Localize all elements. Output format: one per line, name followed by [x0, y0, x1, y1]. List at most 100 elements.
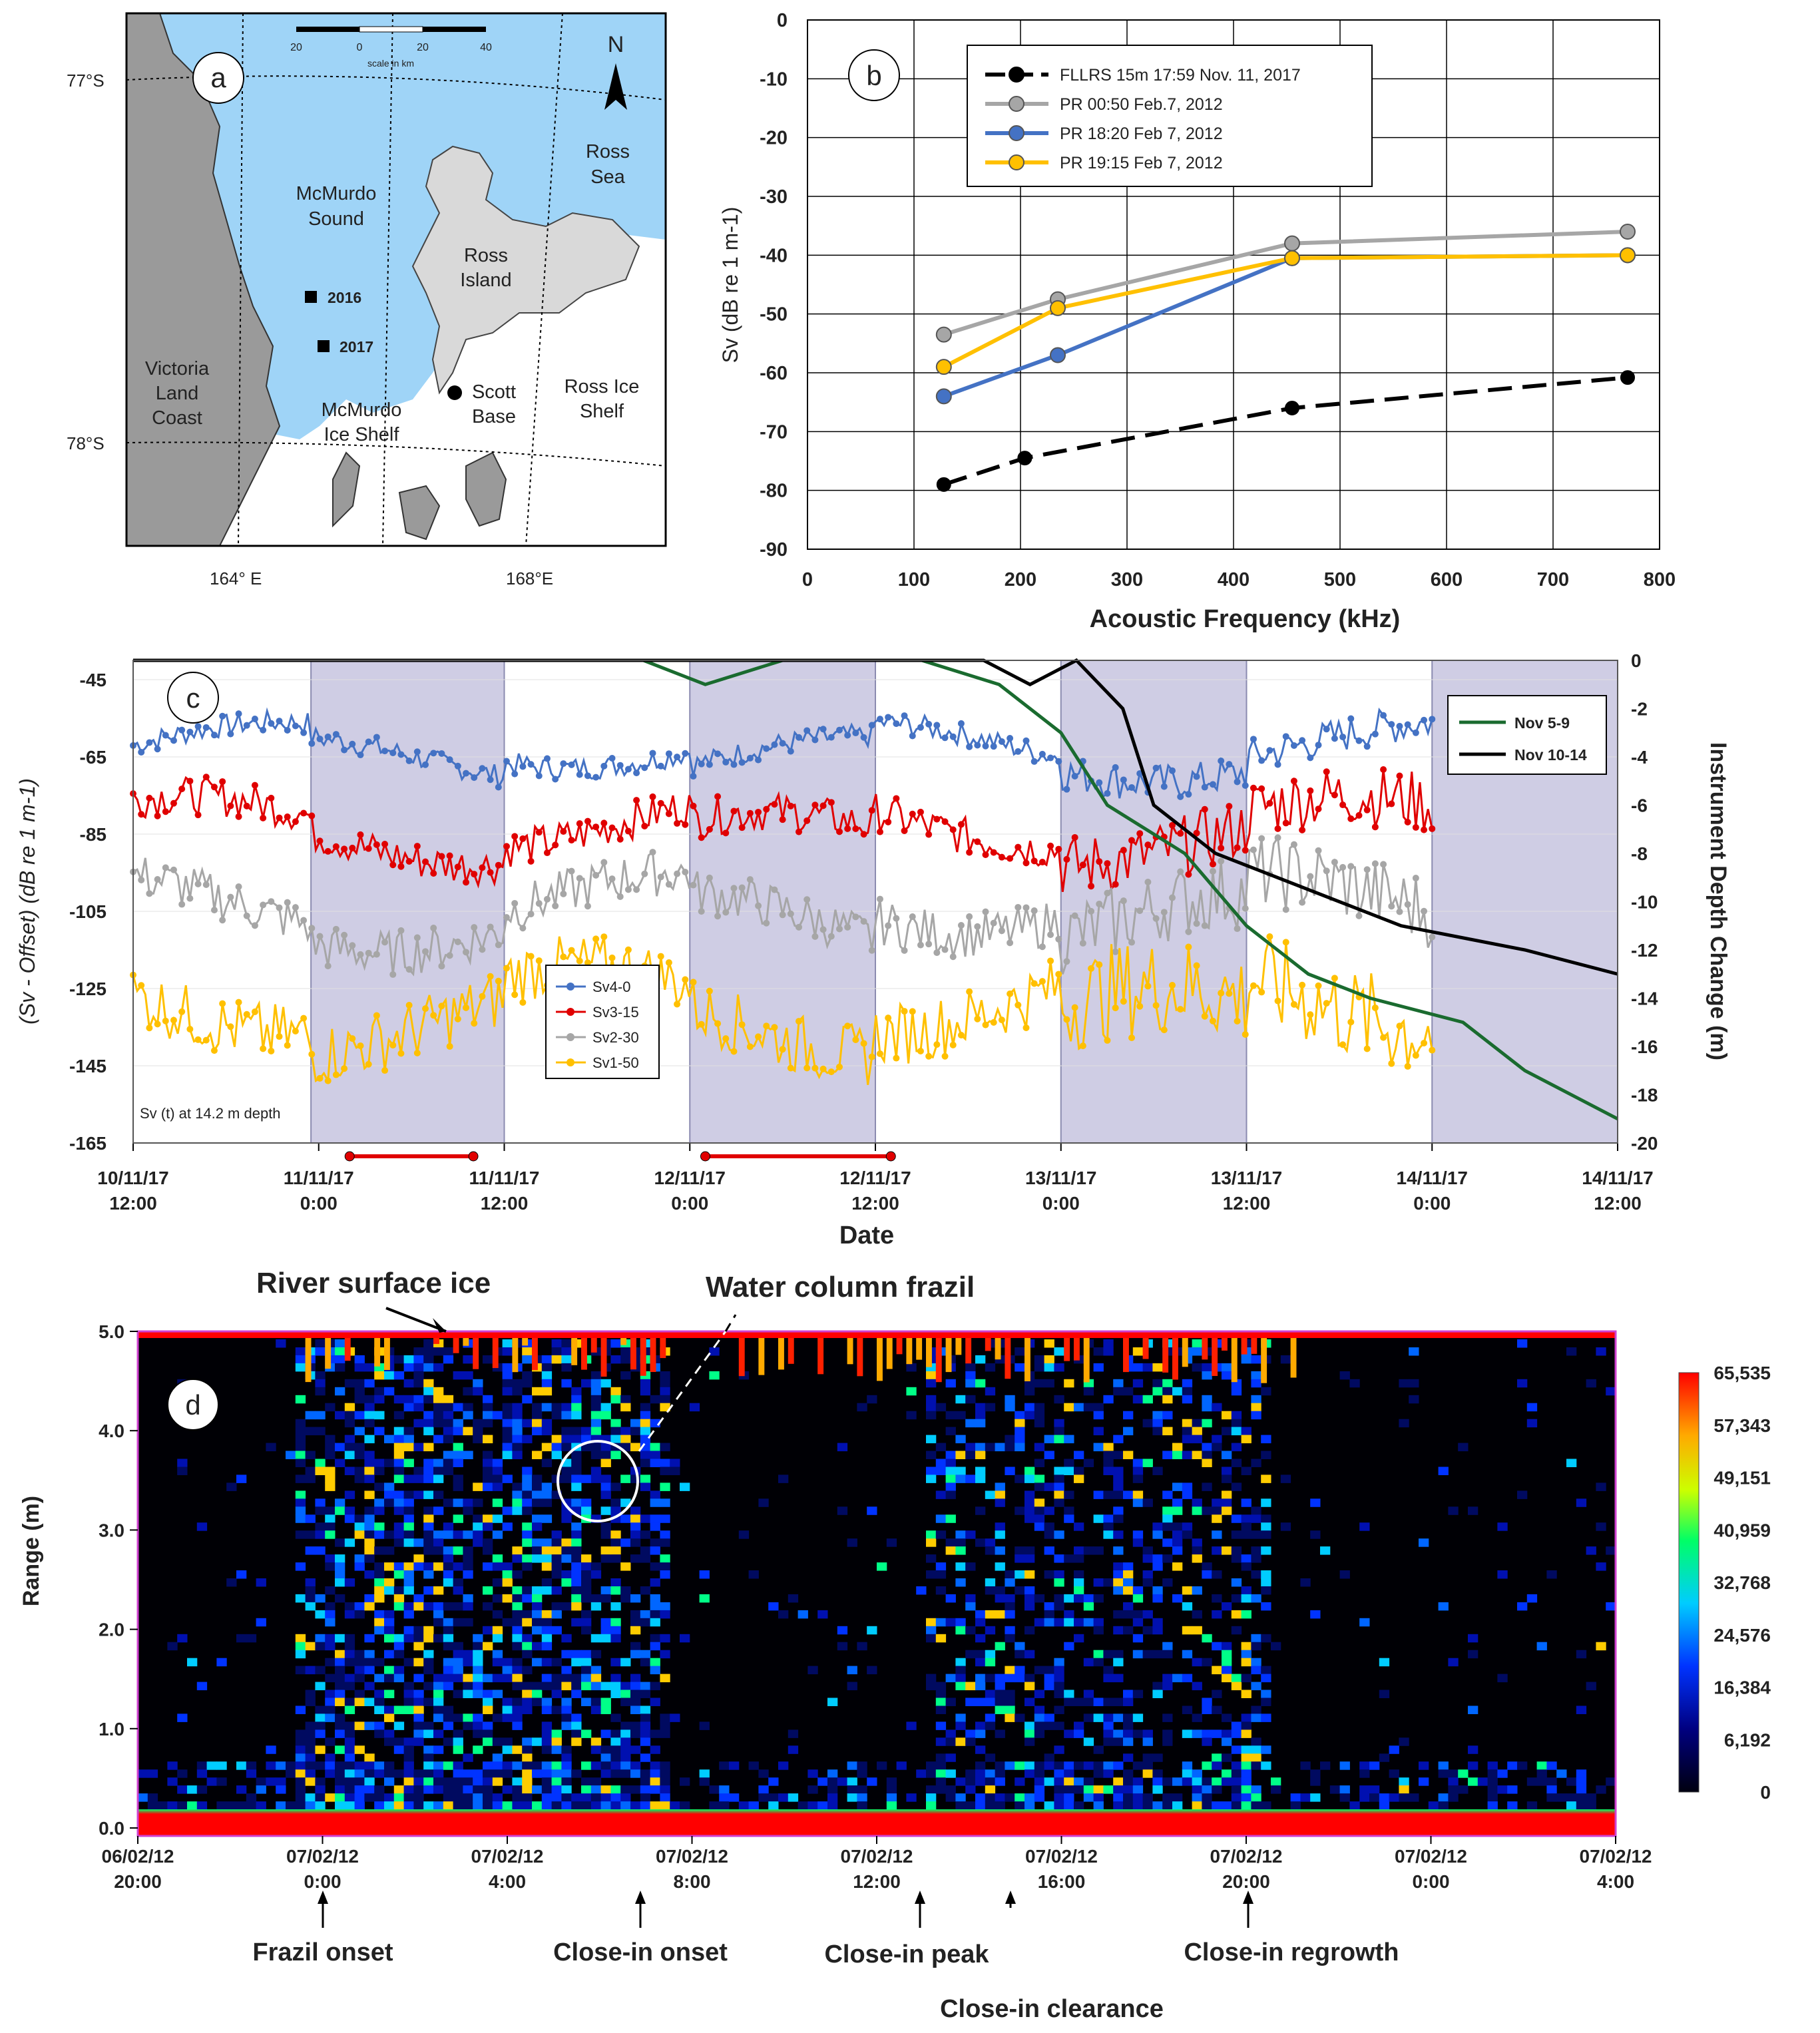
echogram-cell: [926, 1530, 937, 1539]
echogram-cell: [325, 1522, 336, 1531]
echogram-cell: [1074, 1467, 1084, 1475]
chart-c-sv-point: [998, 853, 1005, 861]
echogram-cell: [1132, 1474, 1144, 1483]
echogram-cell: [295, 1355, 306, 1364]
chart-c-sv-point: [779, 1046, 786, 1053]
echogram-cell: [1083, 1713, 1094, 1722]
echogram-cell: [551, 1443, 562, 1452]
echogram-cell: [256, 1785, 266, 1794]
chart-c-sv-point: [1347, 715, 1355, 722]
echogram-cell: [1034, 1690, 1045, 1698]
echogram-cell: [926, 1451, 937, 1459]
echogram-cell: [1113, 1379, 1124, 1388]
echogram-cell: [995, 1674, 1005, 1683]
chart-c-sv-point: [162, 732, 169, 739]
chart-c-sv-point: [657, 953, 664, 960]
echogram-cell: [561, 1538, 572, 1547]
echogram-cell: [620, 1514, 631, 1523]
echogram-cell: [1064, 1490, 1074, 1499]
echogram-cell: [1044, 1753, 1054, 1762]
echogram-cell: [827, 1777, 838, 1786]
echogram-cell: [1044, 1570, 1054, 1579]
echogram-cell: [699, 1594, 710, 1603]
chart-c-sv-point: [1120, 998, 1127, 1005]
echogram-cell: [1113, 1578, 1124, 1587]
echogram-cell: [1271, 1642, 1281, 1651]
echogram-cell: [403, 1490, 414, 1499]
echogram-cell: [630, 1650, 641, 1659]
echogram-cell: [935, 1403, 947, 1412]
echogram-cell: [571, 1650, 582, 1659]
echogram-cell: [423, 1697, 434, 1706]
echogram-surface-streak: [1261, 1337, 1267, 1383]
chart-c-sv-point: [568, 837, 575, 844]
echogram-cell: [532, 1514, 543, 1523]
echogram-cell: [453, 1729, 463, 1738]
echogram-cell: [1083, 1594, 1094, 1603]
echogram-surface-streak: [758, 1337, 765, 1375]
echogram-cell: [315, 1666, 326, 1675]
chart-c-sv-point: [405, 757, 413, 764]
echogram-cell: [374, 1387, 385, 1396]
echogram-cell: [1399, 1379, 1409, 1388]
echogram-cell: [561, 1514, 572, 1523]
chart-c-sv-point: [909, 913, 916, 921]
echogram-cell: [926, 1801, 937, 1810]
echogram-cell: [660, 1610, 670, 1619]
echogram-cell: [600, 1697, 611, 1706]
echogram-cell: [384, 1674, 395, 1683]
chart-c-legend-sv: [545, 965, 660, 1079]
echogram-cell: [640, 1427, 651, 1436]
chart-c-sv-point: [835, 925, 843, 933]
echogram-cell: [492, 1562, 503, 1571]
echogram-cell: [1222, 1546, 1232, 1555]
echogram-cell: [1034, 1594, 1045, 1603]
echogram-cell: [374, 1721, 385, 1730]
echogram-cell: [1202, 1482, 1212, 1491]
echogram-cell: [1241, 1650, 1251, 1659]
echogram-cell: [610, 1530, 621, 1539]
echogram-cell: [1034, 1363, 1045, 1372]
echogram-cell: [433, 1490, 444, 1499]
echogram-cell: [975, 1682, 986, 1691]
echogram-cell: [1222, 1490, 1232, 1499]
echogram-xtick-time: 4:00: [1597, 1871, 1634, 1892]
echogram-cell: [1024, 1674, 1035, 1683]
echogram-cell: [1123, 1610, 1134, 1619]
echogram-cell: [335, 1363, 345, 1372]
echogram-cell: [1103, 1459, 1114, 1467]
echogram-cell: [590, 1387, 602, 1396]
chart-c-sv-point: [292, 722, 299, 730]
echogram-cell: [344, 1650, 355, 1659]
echogram-cell: [1222, 1737, 1232, 1746]
chart-c-sv-point: [1112, 948, 1119, 955]
echogram-cell: [1123, 1753, 1134, 1762]
echogram-cell: [443, 1761, 454, 1770]
echogram-cell: [1142, 1761, 1153, 1770]
echogram-cell: [975, 1403, 986, 1412]
echogram-cell: [315, 1705, 326, 1714]
chart-c-sv-point: [162, 808, 169, 815]
echogram-cell: [483, 1355, 493, 1364]
echogram-cell: [1251, 1682, 1261, 1691]
echogram-surface-streak: [640, 1337, 646, 1376]
echogram-cell: [226, 1801, 237, 1810]
echogram-cell: [1448, 1769, 1459, 1778]
chart-c-right-tick: -2: [1631, 699, 1648, 720]
chart-c-sv-point: [796, 828, 803, 835]
chart-c-sv-point: [1128, 837, 1136, 844]
echogram-cell: [886, 1793, 897, 1802]
chart-c-sv-point: [1266, 933, 1273, 941]
echogram-cell: [522, 1737, 533, 1746]
lat-line-77: [126, 75, 666, 101]
echogram-cell: [650, 1419, 660, 1428]
echogram-cell: [561, 1467, 572, 1475]
echogram-cell: [571, 1769, 582, 1778]
chart-c-sv-point: [381, 1067, 389, 1074]
echogram-cell: [600, 1443, 611, 1452]
chart-c-sv-point: [1120, 776, 1127, 784]
label-mcmurdo-ice-2: Ice Shelf: [324, 424, 400, 445]
echogram-surface-streak: [857, 1337, 863, 1377]
echogram-cell: [886, 1785, 897, 1794]
echogram-cell: [1123, 1562, 1134, 1571]
